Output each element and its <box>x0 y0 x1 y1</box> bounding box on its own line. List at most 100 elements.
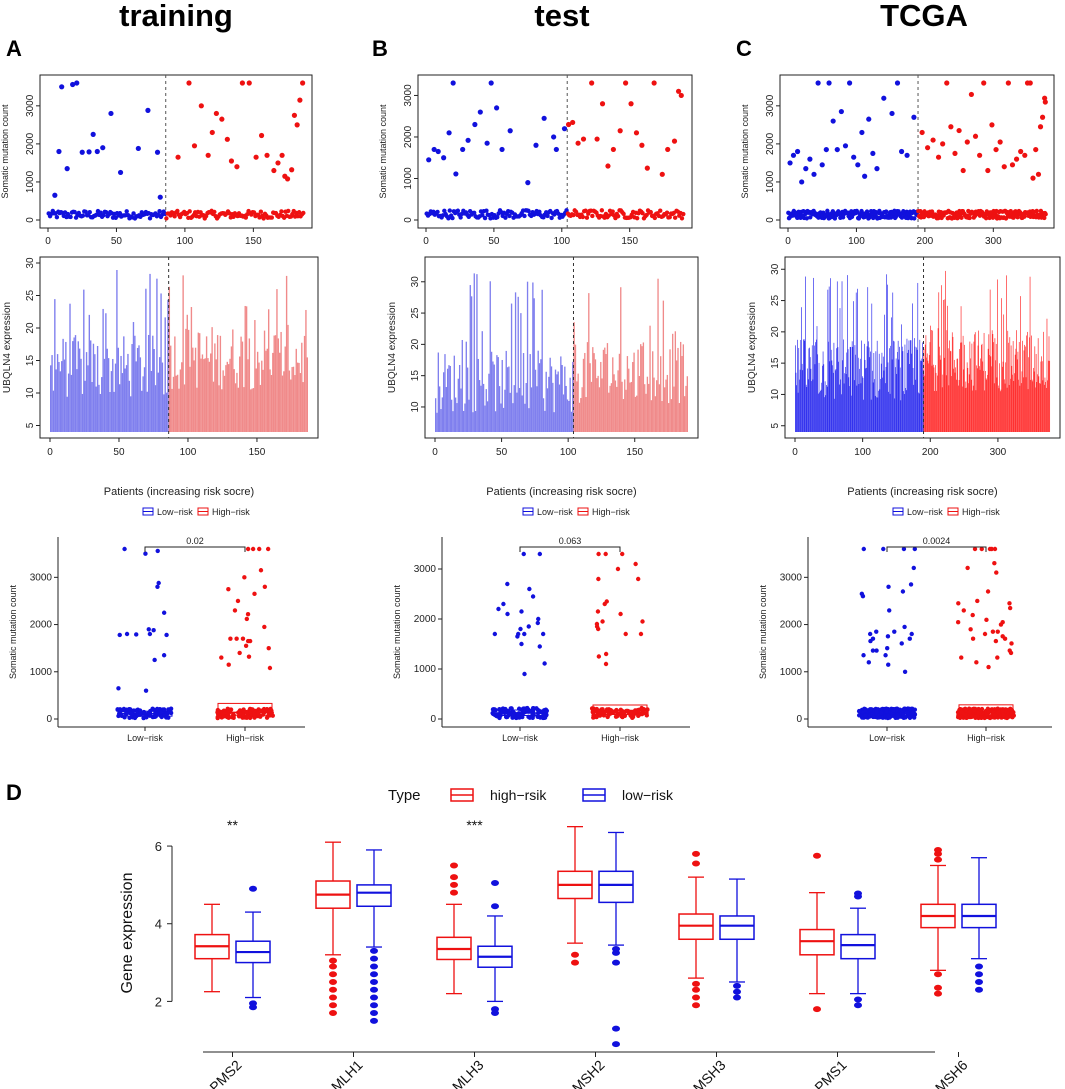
low-risk-expression-bar <box>838 384 840 432</box>
high-risk-expression-bar <box>1040 361 1042 432</box>
box-jitter-outlier-point <box>496 606 501 612</box>
d-low-risk-box-mlh1-outlier <box>370 971 378 978</box>
bar-xtick-label: 150 <box>249 447 266 458</box>
box-jitter-outlier-point <box>600 619 605 624</box>
box-jitter-point <box>860 715 865 720</box>
low-risk-expression-bar <box>146 391 148 432</box>
high-risk-expression-bar <box>986 379 988 432</box>
box-jitter-point <box>590 709 595 715</box>
box-jitter-outlier-point <box>262 624 267 630</box>
d-low-risk-box-mlh1-outlier <box>370 1002 378 1009</box>
high-risk-expression-bar <box>955 367 957 432</box>
high-risk-expression-bar <box>963 369 965 432</box>
low-risk-expression-bar <box>802 370 804 432</box>
box-jitter-point <box>541 713 546 718</box>
low-risk-expression-bar <box>899 367 901 432</box>
low-risk-expression-bar <box>878 353 880 432</box>
high-risk-expression-bar <box>602 349 605 432</box>
low-risk-expression-bar <box>837 347 839 432</box>
high-risk-outlier-point <box>297 97 303 103</box>
high-risk-expression-bar <box>294 375 296 432</box>
bar-ytick-label: 10 <box>770 388 781 400</box>
low-risk-expression-bar <box>52 390 55 432</box>
low-risk-expression-bar <box>530 387 533 432</box>
box-jitter-point <box>143 714 149 720</box>
box-jitter-outlier-point <box>994 570 999 575</box>
low-risk-expression-bar <box>843 383 845 432</box>
scatter-ytick-label: 0 <box>765 217 776 223</box>
high-risk-point <box>950 210 955 216</box>
high-risk-expression-bar <box>930 329 932 432</box>
low-risk-expression-bar <box>448 365 450 432</box>
high-risk-expression-bar <box>237 387 240 432</box>
box-jitter-outlier-point <box>874 629 879 634</box>
box-jitter-outlier-point <box>900 589 906 594</box>
low-risk-expression-bar <box>147 334 150 432</box>
high-risk-expression-bar <box>241 341 244 432</box>
d-low-risk-box-msh3-outlier <box>733 988 741 995</box>
low-risk-expression-bar <box>87 365 89 432</box>
high-risk-outlier-point <box>1018 148 1024 155</box>
panel-d-gene-expression: 2 4 6 Gene expression Type high−rsik low−risk P… <box>119 787 997 1089</box>
box-jitter-point <box>972 708 977 713</box>
high-risk-point <box>640 210 645 216</box>
d-xtick-label-msh2: MSH2 <box>569 1057 608 1089</box>
high-risk-outlier-point <box>1030 175 1036 181</box>
low-risk-point <box>537 209 542 215</box>
bar-ytick-label: 15 <box>25 355 36 367</box>
high-risk-expression-bar <box>629 382 631 432</box>
high-risk-expression-bar <box>1029 276 1031 432</box>
high-risk-expression-bar <box>624 379 626 432</box>
high-risk-expression-bar <box>945 270 946 432</box>
low-risk-outlier-point <box>866 116 872 122</box>
low-risk-expression-bar <box>72 341 74 432</box>
box-jitter-outlier-point <box>521 551 526 557</box>
scatter-ytick-label: 3000 <box>403 84 414 107</box>
low-risk-expression-bar <box>123 336 125 432</box>
high-risk-expression-bar <box>263 330 266 432</box>
low-risk-expression-bar <box>145 288 147 432</box>
legend-high-risk-label: High−risk <box>962 507 1000 517</box>
high-risk-expression-bar <box>193 360 195 432</box>
box-jitter-outlier-point <box>516 631 521 637</box>
low-risk-expression-bar <box>830 349 832 432</box>
low-risk-outlier-point <box>70 81 76 88</box>
high-risk-expression-bar <box>265 350 267 432</box>
low-risk-expression-bar <box>512 403 514 432</box>
low-risk-expression-bar <box>797 339 798 432</box>
high-risk-outlier-point <box>665 146 671 153</box>
low-risk-outlier-point <box>453 171 459 177</box>
bar-ytick-label: 10 <box>410 401 421 413</box>
high-risk-expression-bar <box>614 380 617 432</box>
low-risk-expression-bar <box>841 281 843 432</box>
bar-xtick-label: 150 <box>626 447 643 458</box>
high-risk-expression-bar <box>245 306 248 432</box>
high-risk-expression-bar <box>941 285 942 432</box>
low-risk-expression-bar <box>880 363 882 432</box>
box-jitter-outlier-point <box>912 546 918 552</box>
box-jitter-point <box>142 710 147 715</box>
high-risk-expression-bar <box>207 358 209 432</box>
box-ytick-label: 1000 <box>30 667 53 678</box>
low-risk-outlier-point <box>108 110 114 117</box>
low-risk-expression-bar <box>809 347 810 432</box>
high-risk-expression-bar <box>654 396 657 432</box>
high-risk-expression-bar <box>997 279 998 432</box>
high-risk-expression-bar <box>968 383 969 432</box>
high-risk-expression-bar <box>601 378 603 432</box>
low-risk-expression-bar <box>514 292 517 432</box>
high-risk-expression-bar <box>993 342 994 432</box>
box-jitter-outlier-point <box>885 645 890 651</box>
low-risk-outlier-point <box>74 80 80 86</box>
box-ytick-label: 0 <box>46 714 52 725</box>
high-risk-expression-bar <box>975 390 977 432</box>
low-risk-point <box>87 210 92 215</box>
low-risk-expression-bar <box>522 353 525 432</box>
high-risk-expression-bar <box>972 385 974 432</box>
high-risk-outlier-point <box>205 152 211 158</box>
low-risk-point <box>825 208 830 214</box>
low-risk-expression-bar <box>554 369 557 432</box>
box-jitter-point <box>879 710 884 716</box>
low-risk-expression-bar <box>913 384 915 432</box>
box-jitter-outlier-point <box>492 631 498 637</box>
